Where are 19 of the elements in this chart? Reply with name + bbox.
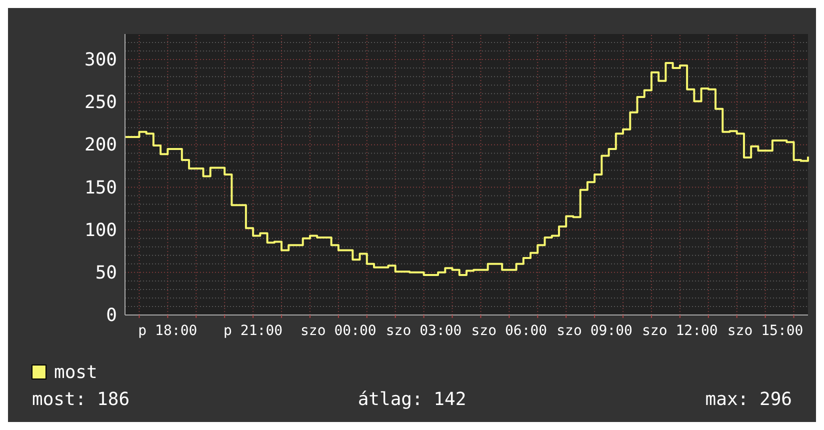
x-tick-label: p 18:00 (138, 323, 198, 339)
x-tick-label: szo 09:00 (556, 323, 632, 339)
y-tick-label: 200 (84, 134, 117, 156)
y-tick-label: 150 (84, 177, 117, 198)
text: max: 296 (705, 389, 792, 410)
text: átlag: 142 (358, 389, 466, 410)
y-tick-label: 100 (84, 220, 117, 241)
x-tick-label: szo 15:00 (727, 323, 804, 339)
legend-label: most (54, 362, 98, 383)
x-tick-label: szo 06:00 (471, 323, 548, 339)
y-tick-label: 300 (84, 50, 117, 71)
x-tick-label: szo 12:00 (642, 323, 718, 339)
y-tick-label: 50 (95, 262, 117, 284)
x-tick-label: p 21:00 (224, 323, 283, 339)
x-tick-label: szo 03:00 (386, 323, 462, 339)
y-tick-label: 0 (106, 305, 117, 326)
text: most: 186 (32, 389, 130, 410)
x-tick-label: szo 00:00 (300, 323, 376, 339)
y-tick-label: 250 (84, 92, 117, 114)
